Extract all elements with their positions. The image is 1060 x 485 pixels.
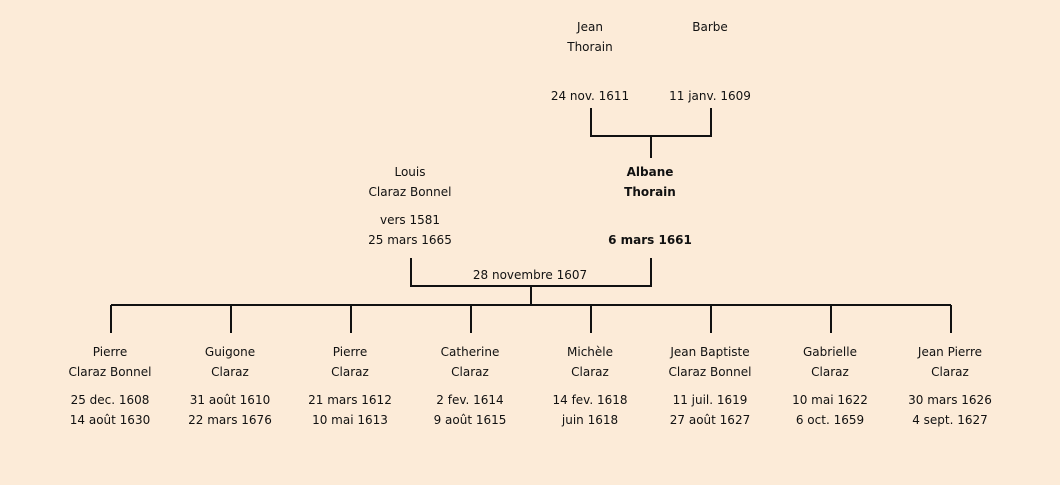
last-name: Claraz Bonnel [668,365,752,379]
first-name: Louis [394,165,426,179]
birth-date: 31 août 1610 [189,393,271,407]
last-name: Claraz [331,365,369,379]
death-date: juin 1618 [561,413,619,427]
birth-date: vers 1581 [379,213,441,227]
birth-date: 25 dec. 1608 [70,393,150,407]
person-child[interactable]: Pierre Claraz 21 mars 1612 10 mai 1613 [270,342,430,430]
last-name: Claraz [811,365,849,379]
birth-date: 10 mai 1622 [792,393,868,407]
first-name: Jean [577,20,603,34]
last-name: Claraz [451,365,489,379]
person-barbe[interactable]: Barbe [630,17,790,37]
birth-date: 30 mars 1626 [908,393,992,407]
person-child[interactable]: Jean Pierre Claraz 30 mars 1626 4 sept. … [870,342,1030,430]
death-date: 25 mars 1665 [368,233,452,247]
death-date: 6 oct. 1659 [795,413,865,427]
death-date: 27 août 1627 [669,413,751,427]
first-name: Catherine [440,345,500,359]
person-louis-claraz-bonnel[interactable]: Louis Claraz Bonnel vers 1581 25 mars 16… [330,162,490,250]
death-date: 24 nov. 1611 [550,89,630,103]
last-name: Claraz [211,365,249,379]
person-child[interactable]: Pierre Claraz Bonnel 25 dec. 1608 14 aoû… [30,342,190,430]
person-albane-thorain[interactable]: Albane Thorain 6 mars 1661 [570,162,730,250]
last-name: Claraz [931,365,969,379]
first-name: Jean Baptiste [670,345,750,359]
death-date: 11 janv. 1609 [669,89,751,103]
birth-date: 14 fev. 1618 [552,393,628,407]
grandparents-connector [590,108,712,158]
first-name: Barbe [692,20,728,34]
last-name: Claraz [571,365,609,379]
death-date: 9 août 1615 [433,413,507,427]
first-name: Jean Pierre [917,345,983,359]
birth-date [570,210,730,230]
last-name: Claraz Bonnel [368,185,452,199]
person-jean-thorain[interactable]: Jean Thorain [510,17,670,57]
first-name: Albane [626,165,674,179]
birth-date: 2 fev. 1614 [436,393,504,407]
person-child[interactable]: Jean Baptiste Claraz Bonnel 11 juil. 161… [630,342,790,430]
death-date: 10 mai 1613 [312,413,388,427]
person-child[interactable]: Catherine Claraz 2 fev. 1614 9 août 1615 [390,342,550,430]
first-name: Gabrielle [803,345,857,359]
parents-connector [410,258,652,305]
person-child[interactable]: Michèle Claraz 14 fev. 1618 juin 1618 [510,342,670,430]
death-date: 22 mars 1676 [188,413,272,427]
death-date: 6 mars 1661 [608,233,692,247]
person-child[interactable]: Guigone Claraz 31 août 1610 22 mars 1676 [150,342,310,430]
birth-date: 21 mars 1612 [308,393,392,407]
first-name: Pierre [92,345,128,359]
death-date: 4 sept. 1627 [912,413,988,427]
marriage-date: 28 novembre 1607 [472,268,588,282]
death-date: 14 août 1630 [69,413,151,427]
person-child[interactable]: Gabrielle Claraz 10 mai 1622 6 oct. 1659 [750,342,910,430]
last-name: Thorain [624,185,676,199]
last-name: Thorain [567,40,613,54]
birth-date: 11 juil. 1619 [672,393,748,407]
last-name: Claraz Bonnel [68,365,152,379]
first-name: Pierre [332,345,368,359]
first-name: Michèle [567,345,613,359]
first-name: Guigone [204,345,256,359]
